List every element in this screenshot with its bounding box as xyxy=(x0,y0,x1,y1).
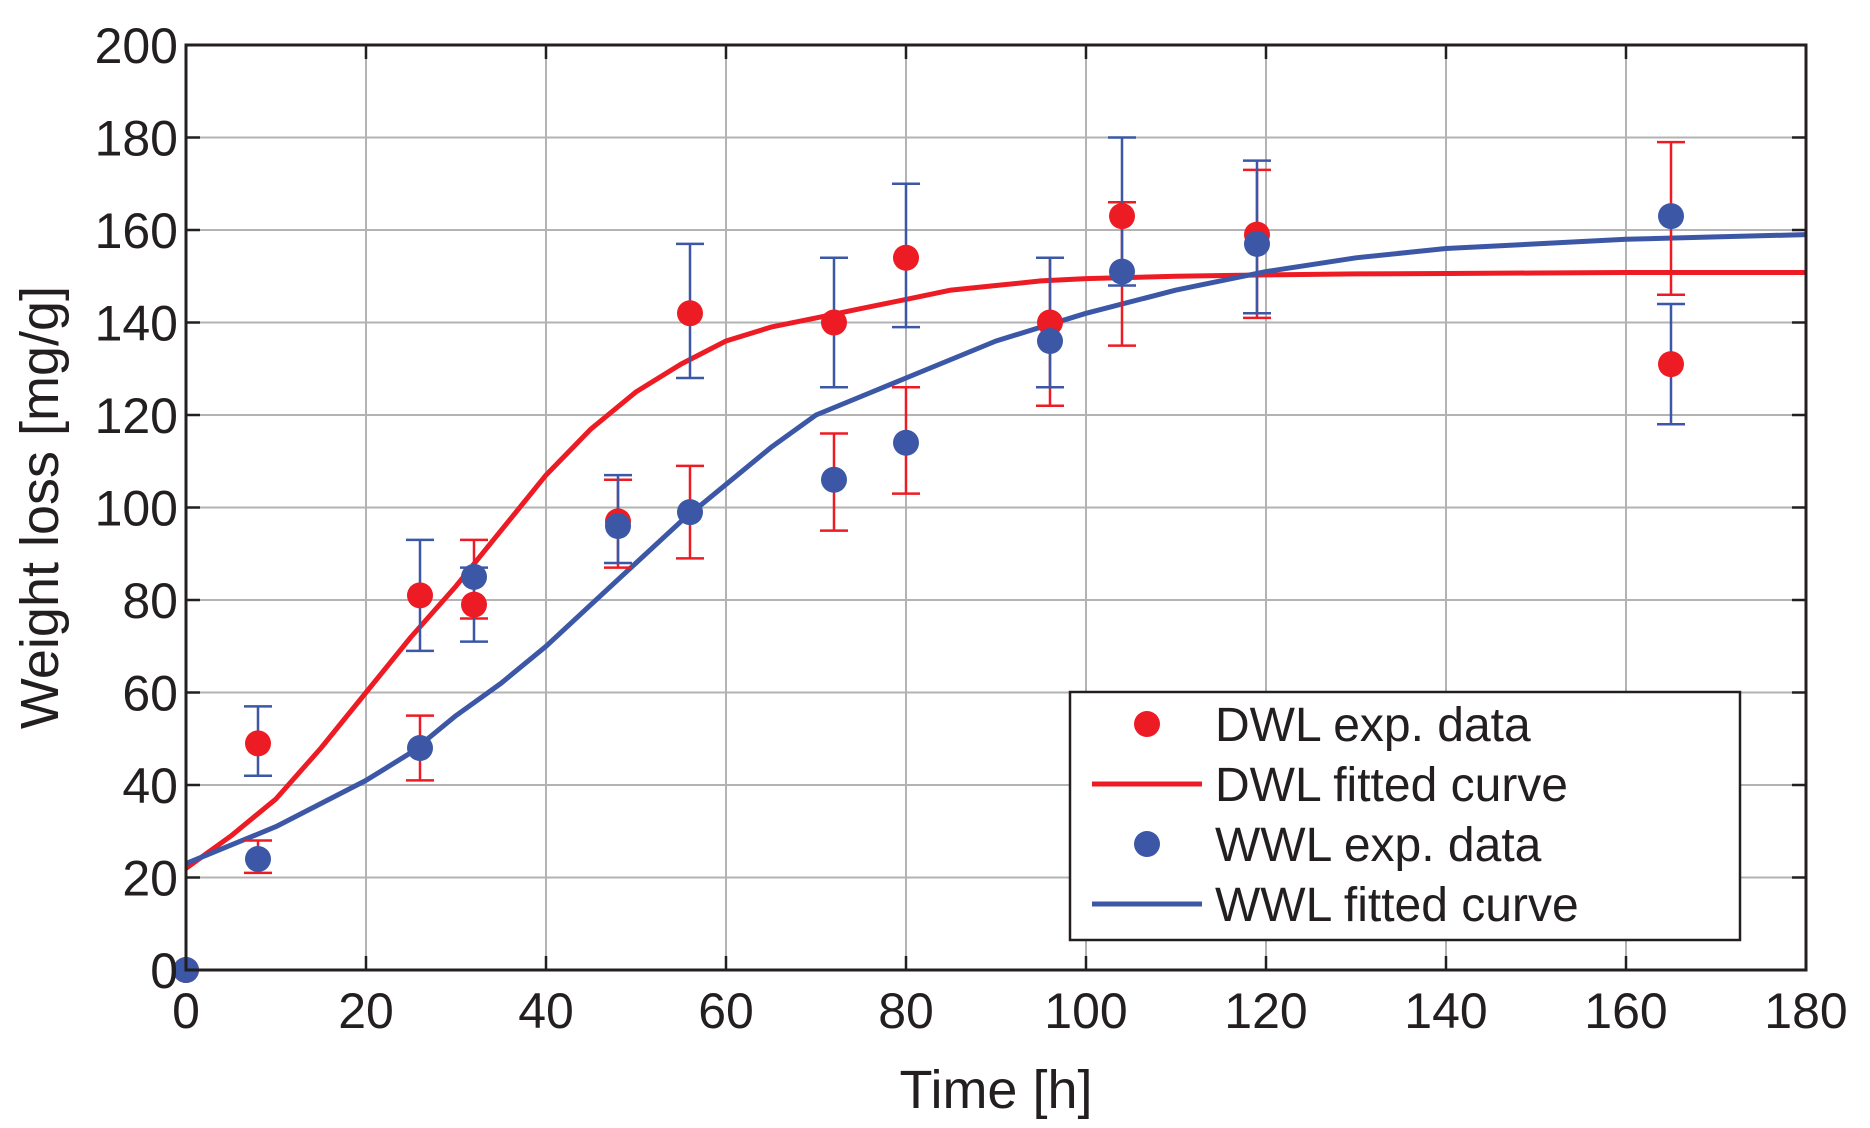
y-axis-title: Weight loss [mg/g] xyxy=(10,286,70,729)
legend-marker xyxy=(1134,711,1160,737)
legend-label: WWL exp. data xyxy=(1215,819,1542,872)
tick-labels: 0 20 40 60 80 100 120 140 160 180 0 20 40 60 80 100 120 1… xyxy=(95,18,1848,1039)
data-point xyxy=(1109,203,1135,230)
data-point xyxy=(245,730,271,757)
x-tick-label: 20 xyxy=(338,983,394,1039)
data-point xyxy=(1244,230,1270,257)
legend-entry: WWL exp. data xyxy=(1134,819,1542,872)
y-tick-label: 160 xyxy=(95,203,178,259)
grid xyxy=(186,45,1806,970)
fitted-curve xyxy=(185,232,1807,866)
x-tick-label: 0 xyxy=(172,983,200,1039)
data-point xyxy=(1658,351,1684,378)
y-tick-label: 100 xyxy=(95,481,178,537)
legend-label: WWL fitted curve xyxy=(1215,879,1579,932)
legend-box xyxy=(1068,690,1742,942)
y-tick-label: 0 xyxy=(150,943,178,999)
x-axis-title: Time [h] xyxy=(899,1060,1092,1120)
x-tick-label: 80 xyxy=(878,983,934,1039)
ticks xyxy=(184,43,1808,972)
y-tick-label: 200 xyxy=(95,18,178,74)
data-point xyxy=(245,846,271,872)
data-point xyxy=(407,582,433,609)
legend-entry: DWL exp. data xyxy=(1134,699,1531,752)
data-point xyxy=(893,244,919,271)
legend-entries: DWL exp. data DWL fitted curve WWL exp. da… xyxy=(1092,699,1579,932)
y-tick-label: 140 xyxy=(95,296,178,352)
series-layer xyxy=(173,136,1807,983)
x-tick-label: 100 xyxy=(1044,983,1127,1039)
x-tick-label: 180 xyxy=(1764,983,1847,1039)
y-tick-label: 40 xyxy=(122,758,178,814)
data-point xyxy=(605,513,631,539)
legend-label: DWL fitted curve xyxy=(1215,759,1568,812)
data-point xyxy=(1037,328,1063,354)
data-point xyxy=(1658,203,1684,230)
data-point xyxy=(821,466,847,493)
x-tick-label: 60 xyxy=(698,983,754,1039)
y-tick-label: 80 xyxy=(122,573,178,629)
data-point xyxy=(677,499,703,526)
y-tick-label: 180 xyxy=(95,111,178,167)
data-point xyxy=(677,300,703,327)
x-tick-label: 40 xyxy=(518,983,574,1039)
y-tick-label: 60 xyxy=(122,666,178,722)
legend-entry: WWL fitted curve xyxy=(1092,879,1579,932)
legend: DWL exp. data DWL fitted curve WWL exp. da… xyxy=(1068,690,1742,942)
legend-label: DWL exp. data xyxy=(1215,699,1531,752)
y-tick-label: 20 xyxy=(122,851,178,907)
data-point xyxy=(461,591,487,618)
x-tick-label: 120 xyxy=(1224,983,1307,1039)
legend-marker xyxy=(1134,831,1160,857)
fitted-curve xyxy=(184,270,1806,871)
x-tick-label: 140 xyxy=(1404,983,1487,1039)
data-point xyxy=(1037,309,1063,336)
y-tick-label: 120 xyxy=(95,388,178,444)
data-point xyxy=(821,309,847,336)
data-point xyxy=(407,735,433,761)
legend-entry: DWL fitted curve xyxy=(1092,759,1568,812)
data-point xyxy=(893,429,919,456)
data-point xyxy=(1109,258,1135,285)
x-tick-label: 160 xyxy=(1584,983,1667,1039)
data-point xyxy=(461,563,487,590)
